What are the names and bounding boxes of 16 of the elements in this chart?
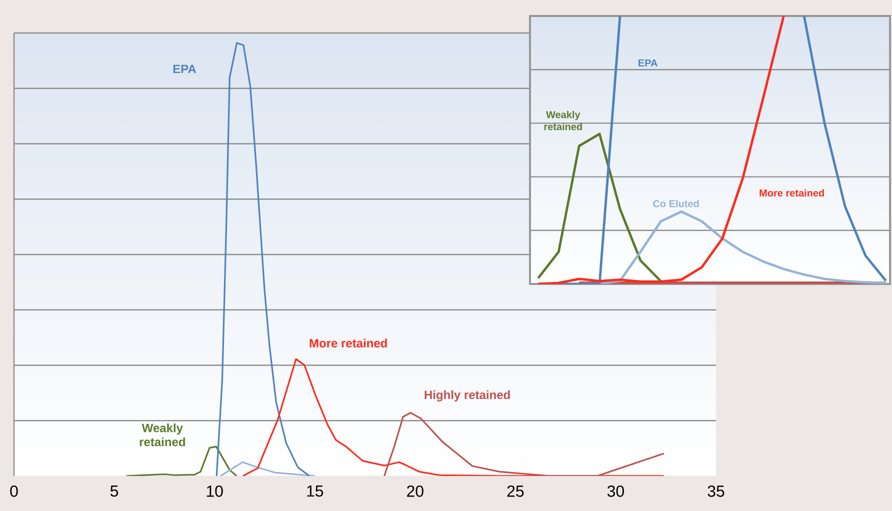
x-tick-label: 25 bbox=[507, 486, 524, 497]
series-label: More retained bbox=[760, 189, 824, 197]
text: EPA bbox=[638, 59, 658, 66]
x-tick-label: 0 bbox=[10, 486, 18, 497]
series-label: More retained bbox=[310, 338, 387, 348]
x-tick-label: 5 bbox=[110, 486, 118, 497]
x-tick-label: 10 bbox=[206, 486, 223, 497]
series-label: Co Eluted bbox=[653, 200, 699, 208]
x-tick-label: 30 bbox=[607, 486, 624, 497]
x-tick-label: 15 bbox=[307, 486, 324, 497]
text: EPA bbox=[173, 64, 196, 74]
x-tick-label: 20 bbox=[407, 486, 424, 497]
series-label: Weakly retained bbox=[140, 423, 185, 446]
series-label: Highly retained bbox=[424, 390, 510, 402]
x-tick-label: 35 bbox=[708, 486, 724, 497]
series-label: Weakly retained bbox=[544, 110, 582, 130]
